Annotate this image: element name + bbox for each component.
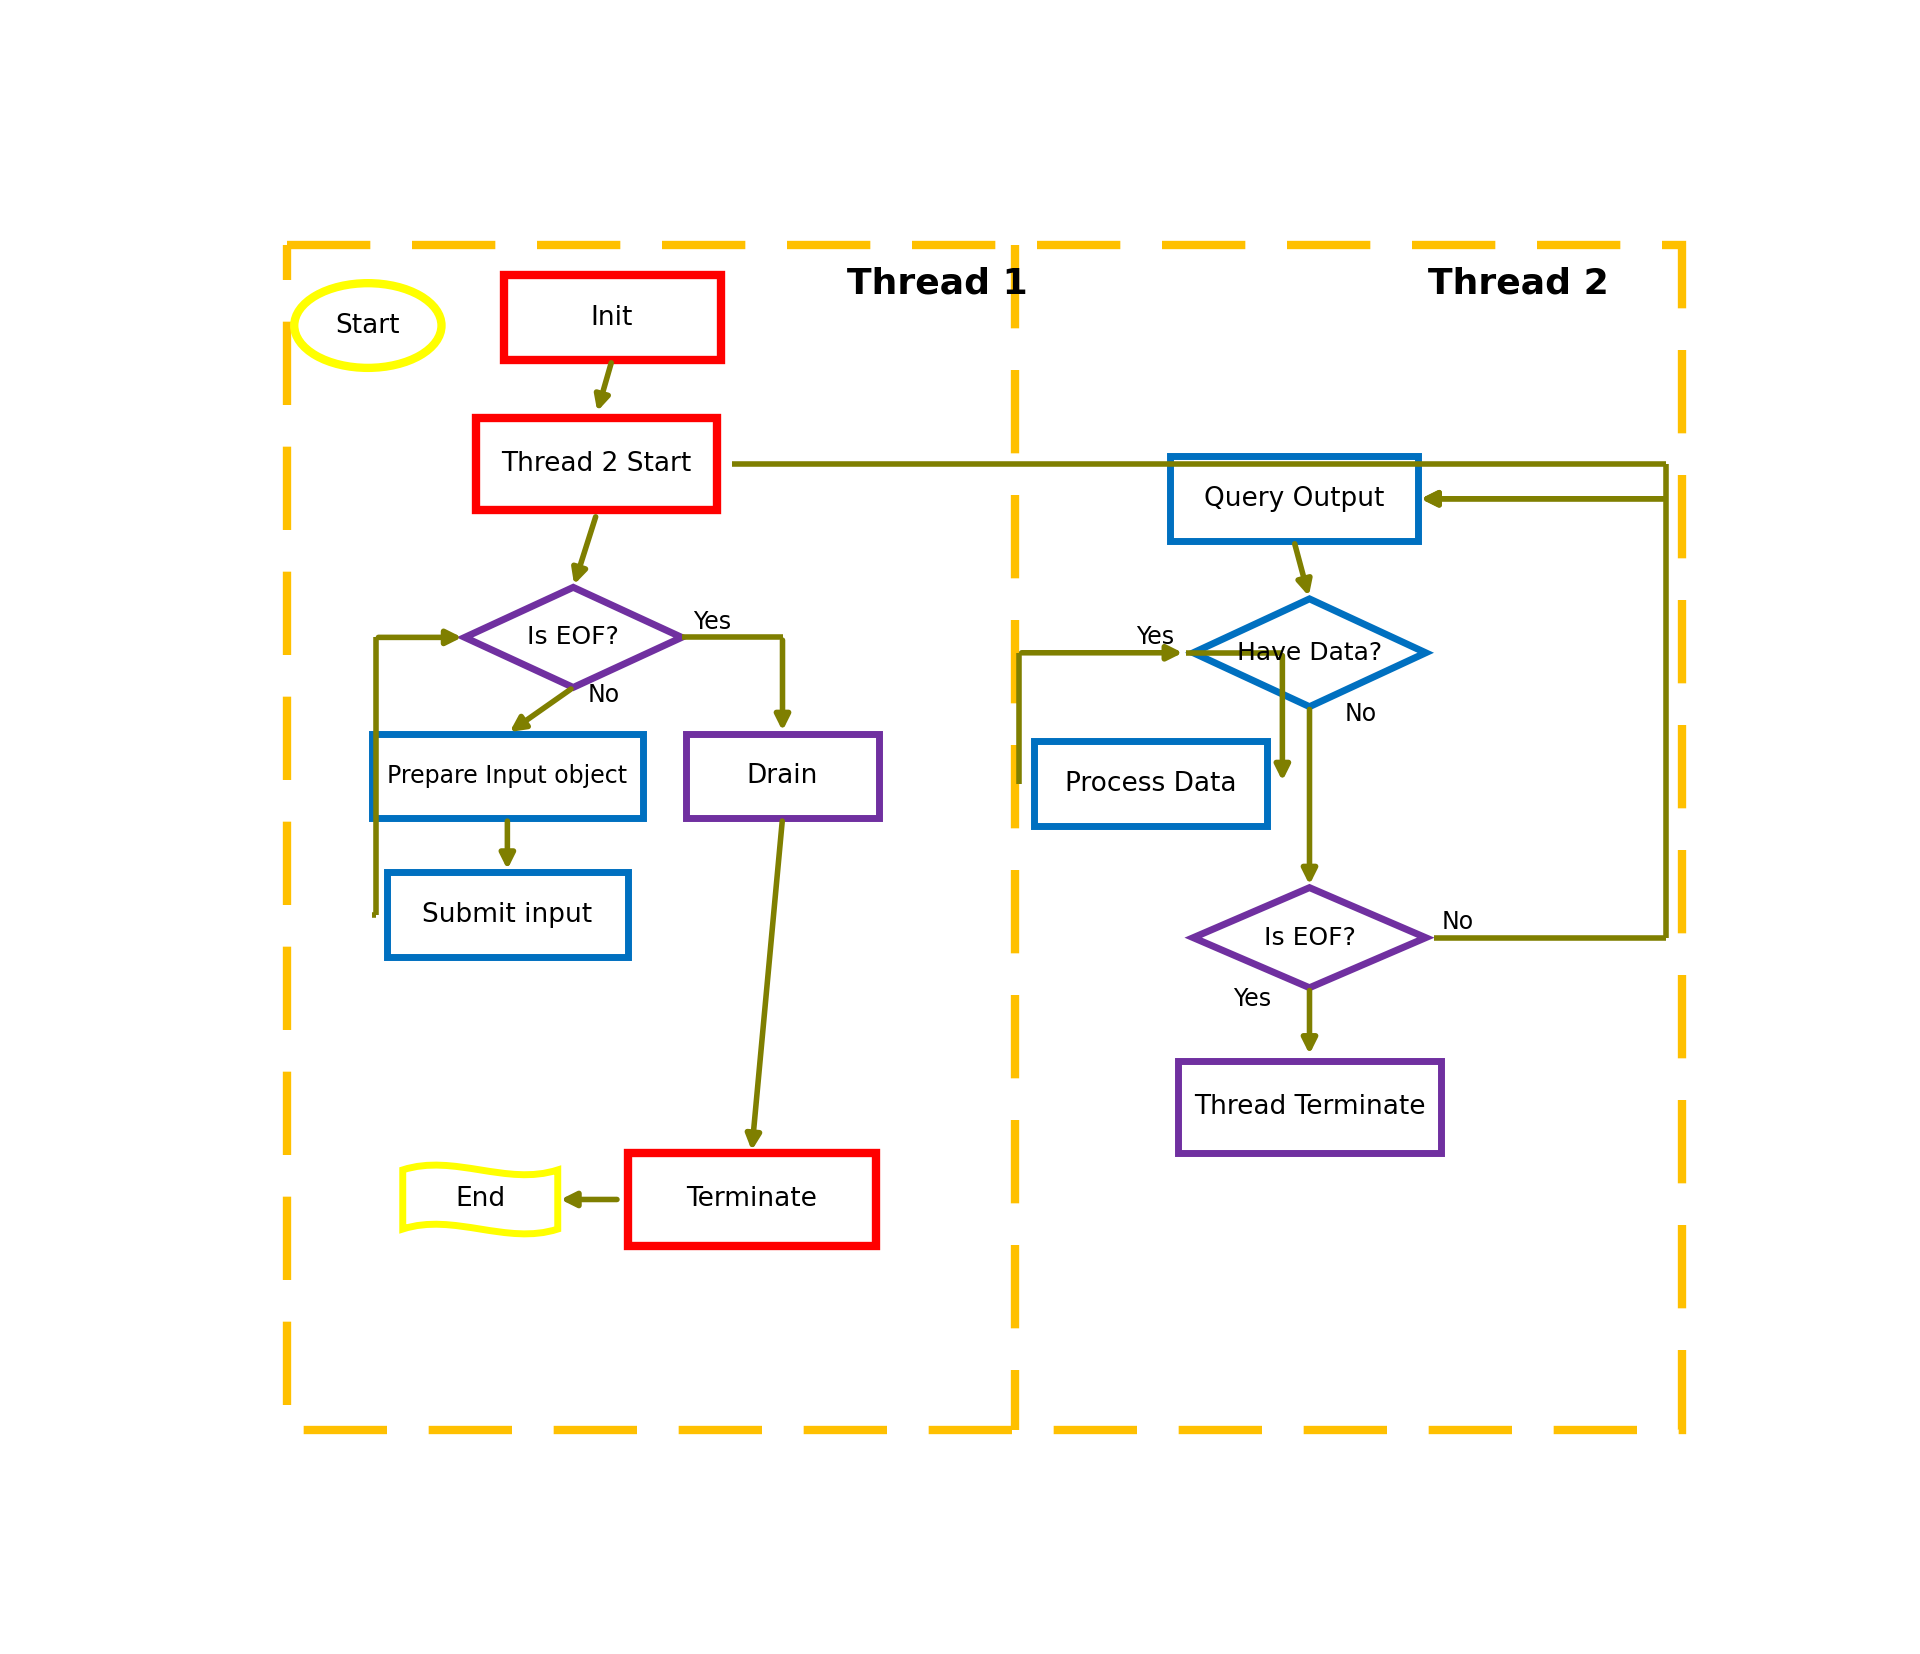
PathPatch shape — [403, 1164, 557, 1234]
FancyBboxPatch shape — [1169, 457, 1419, 541]
Text: No: No — [1344, 703, 1377, 726]
Text: No: No — [588, 683, 620, 708]
Text: Start: Start — [336, 313, 399, 339]
Text: Thread 2 Start: Thread 2 Start — [501, 452, 691, 476]
Text: Query Output: Query Output — [1204, 486, 1384, 511]
Text: Thread Terminate: Thread Terminate — [1194, 1093, 1425, 1120]
Text: Drain: Drain — [747, 762, 818, 789]
Text: Prepare Input object: Prepare Input object — [388, 764, 628, 787]
Text: Process Data: Process Data — [1066, 771, 1236, 797]
FancyBboxPatch shape — [388, 872, 628, 958]
FancyBboxPatch shape — [372, 734, 643, 819]
FancyBboxPatch shape — [1177, 1060, 1442, 1153]
FancyBboxPatch shape — [503, 276, 720, 361]
Polygon shape — [1192, 888, 1427, 987]
Ellipse shape — [294, 283, 442, 367]
FancyBboxPatch shape — [1035, 741, 1267, 825]
Text: Is EOF?: Is EOF? — [1263, 926, 1356, 949]
FancyBboxPatch shape — [476, 418, 716, 511]
Text: No: No — [1442, 910, 1473, 935]
Text: Thread 2: Thread 2 — [1428, 266, 1609, 299]
FancyBboxPatch shape — [628, 1153, 876, 1245]
Text: Submit input: Submit input — [422, 901, 593, 928]
Text: Thread 1: Thread 1 — [847, 266, 1027, 299]
Text: Yes: Yes — [1137, 625, 1173, 650]
Text: Yes: Yes — [1233, 987, 1271, 1011]
Text: Yes: Yes — [693, 610, 732, 633]
Polygon shape — [465, 587, 682, 688]
Text: Have Data?: Have Data? — [1236, 640, 1382, 665]
Polygon shape — [1192, 599, 1427, 706]
Text: End: End — [455, 1186, 505, 1212]
Text: Is EOF?: Is EOF? — [528, 625, 618, 650]
Text: Init: Init — [591, 304, 634, 331]
Text: Terminate: Terminate — [685, 1186, 816, 1212]
FancyBboxPatch shape — [685, 734, 879, 819]
